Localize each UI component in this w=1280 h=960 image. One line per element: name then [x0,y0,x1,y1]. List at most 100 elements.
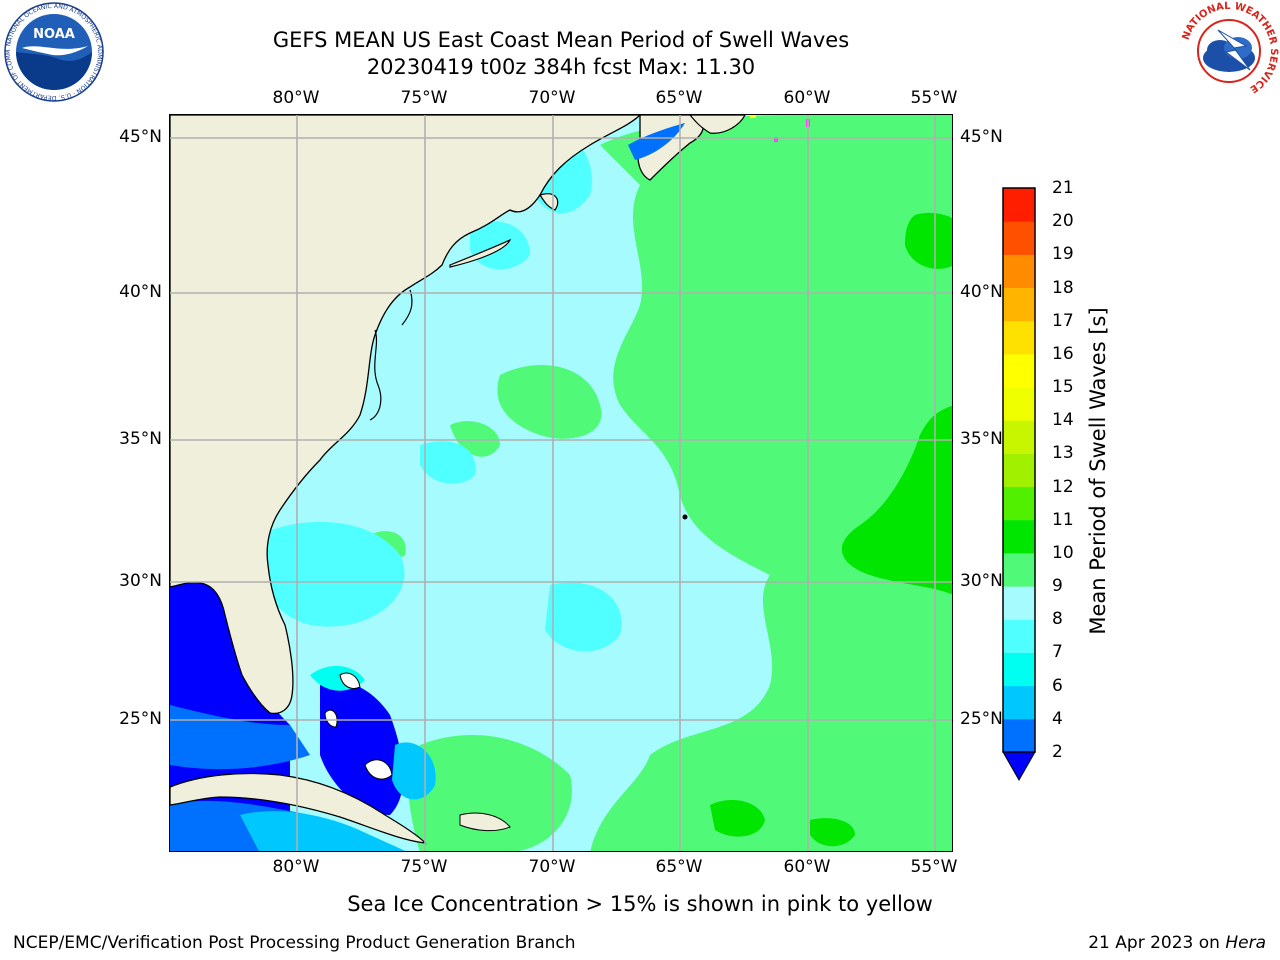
colorbar-tick-label: 21 [1052,178,1074,198]
lat-label-right: 40°N [960,282,1003,302]
colorbar-tick-label: 17 [1052,310,1074,331]
colorbar-swatch [1003,353,1035,388]
swell-9-10s-patch [408,735,572,851]
colorbar-swatch [1003,188,1035,222]
colorbar-tick-label: 15 [1052,377,1074,398]
swell-9-10s-patch [450,421,500,457]
swell-10-11s-patch [710,800,765,837]
colorbar-tick-label: 10 [1052,542,1074,563]
colorbar-swatch [1003,221,1035,255]
colorbar-tick-label: 13 [1052,443,1074,464]
cape-breton-land [689,115,746,134]
footer-date: 21 Apr 2023 on Hera [1088,933,1266,953]
lon-label-bottom: 75°W [400,857,448,877]
colorbar-tick-label: 11 [1052,509,1074,530]
colorbar-swatch [1003,420,1035,454]
lon-label-bottom: 70°W [528,857,576,877]
colorbar-swatch [1003,519,1035,554]
footer-producer: NCEP/EMC/Verification Post Processing Pr… [13,933,576,953]
sea-ice-marker [774,137,778,142]
colorbar-swatch [1003,685,1035,720]
swell-period-map [169,114,953,852]
lat-label-left: 40°N [119,282,162,302]
bahamas-island [339,672,361,689]
swell-7-8s-patch [420,441,476,484]
lat-label-right: 25°N [960,709,1003,729]
lat-label-left: 35°N [119,429,162,449]
colorbar-tick-label: 12 [1052,476,1074,497]
swell-10-11s-region [841,405,952,595]
colorbar-tick-label: 2 [1052,742,1063,762]
lon-label-bottom: 65°W [655,857,703,877]
swell-2-4s-region [170,705,310,770]
colorbar-tick-label: 4 [1052,708,1063,729]
swell-10-11s-patch [810,818,855,847]
bahamas-banks-shallow-region [320,681,404,815]
lat-label-right: 30°N [960,571,1003,591]
noaa-logo-text: NOAA [33,27,75,42]
colorbar-tick-label: 20 [1052,211,1074,232]
chesapeake-bay-outline [369,329,382,421]
swell-10-11s-patch [905,212,952,269]
colorbar-tick-label: 14 [1052,410,1074,431]
colorbar-swatch [1003,453,1035,488]
lat-label-left: 45°N [119,127,162,147]
hispaniola-land [459,812,511,832]
long-island-land [449,238,512,268]
bay-of-fundy-region [628,123,685,160]
lon-label-top: 75°W [400,88,448,108]
swell-9-10s-region [590,115,952,851]
lon-label-top: 65°W [655,88,703,108]
colorbar-extend-below [1002,751,1036,782]
colorbar-swatch [1003,619,1035,653]
colorbar-tick-label: 19 [1052,244,1074,265]
swell-7-8s-patch [257,521,405,627]
sea-ice-note: Sea Ice Concentration > 15% is shown in … [347,892,933,916]
chart-subtitle-forecast: 20230419 t00z 384h fcst Max: 11.30 [366,55,756,79]
lon-label-top: 55°W [910,88,958,108]
chart-title: GEFS MEAN US East Coast Mean Period of S… [272,28,850,52]
national-weather-service-logo: NATIONAL WEATHER SERVICE [1180,1,1279,100]
lon-label-top: 70°W [528,88,576,108]
colorbar-tick-label: 16 [1052,343,1074,364]
colorbar [1002,187,1036,782]
lon-label-bottom: 55°W [910,857,958,877]
colorbar-outline [1002,187,1036,753]
colorbar-swatch [1003,287,1035,322]
colorbar-swatches [1003,188,1035,753]
lon-label-top: 60°W [783,88,831,108]
footer-date-text: 21 Apr 2023 on [1088,933,1220,953]
map-canvas [170,115,952,851]
map-graticule [170,115,952,851]
lat-label-left: 30°N [119,571,162,591]
sea-ice-marker [750,115,756,118]
colorbar-swatch [1003,586,1035,620]
lon-label-bottom: 60°W [783,857,831,877]
colorbar-swatch [1003,320,1035,355]
colorbar-tick-label: 7 [1052,642,1063,663]
colorbar-tick-label: 6 [1052,675,1063,696]
colorbar-swatch [1003,552,1035,587]
noaa-logo: NATIONAL OCEANIC AND ATMOSPHERIC ADMINIS… [4,2,104,102]
swell-9-10s-patch [497,365,602,439]
swell-4-6s-region [240,811,406,851]
colorbar-swatch [1003,718,1035,753]
colorbar-swatch [1003,254,1035,289]
colorbar-swatch [1003,652,1035,687]
colorbar-swatch [1003,486,1035,521]
lon-label-bottom: 80°W [272,857,320,877]
colorbar-swatch [1003,387,1035,421]
colorbar-tick-label: 9 [1052,576,1063,597]
colorbar-tick-label: 8 [1052,609,1063,630]
colorbar-title: Mean Period of Swell Waves [s] [1086,307,1110,635]
swell-7-8s-patch [545,582,622,652]
us-east-coast-land [170,115,641,715]
bermuda-island [682,514,688,520]
lon-label-top: 80°W [272,88,320,108]
colorbar-tick-label: 18 [1052,277,1074,298]
lat-label-right: 45°N [960,127,1003,147]
lat-label-left: 25°N [119,709,162,729]
lat-label-right: 35°N [960,429,1003,449]
footer-machine: Hera [1225,933,1266,953]
bahamas-island [364,759,393,780]
